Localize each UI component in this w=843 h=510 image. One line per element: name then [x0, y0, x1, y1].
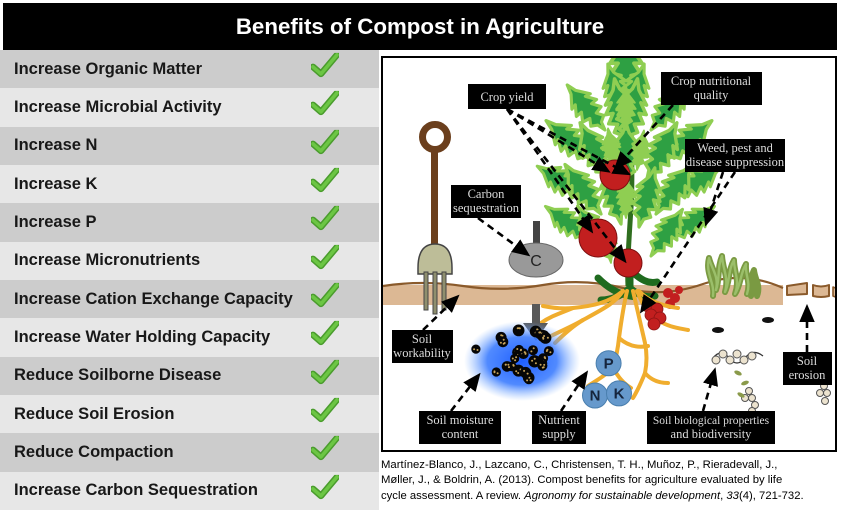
svg-text:C: C: [530, 253, 542, 270]
svg-text:Weed, pest and: Weed, pest and: [697, 141, 773, 155]
svg-text:Soil biological properties: Soil biological properties: [653, 415, 770, 427]
svg-text:quality: quality: [694, 88, 729, 102]
svg-text:K: K: [614, 386, 625, 403]
svg-text:N: N: [590, 388, 601, 405]
svg-text:Soil: Soil: [797, 354, 818, 368]
svg-text:Nutrient: Nutrient: [538, 413, 580, 427]
svg-text:Crop nutritional: Crop nutritional: [671, 74, 752, 88]
svg-text:Crop yield: Crop yield: [480, 90, 534, 104]
svg-text:Carbon: Carbon: [468, 187, 506, 201]
svg-text:disease suppression: disease suppression: [686, 155, 785, 169]
svg-text:sequestration: sequestration: [453, 201, 520, 215]
svg-text:erosion: erosion: [789, 368, 827, 382]
svg-text:Soil: Soil: [412, 332, 433, 346]
svg-text:workability: workability: [393, 346, 451, 360]
svg-text:Soil moisture: Soil moisture: [426, 413, 493, 427]
svg-text:and biodiversity: and biodiversity: [671, 427, 753, 441]
svg-text:supply: supply: [542, 427, 576, 441]
svg-text:P: P: [604, 356, 614, 373]
svg-text:content: content: [442, 427, 479, 441]
